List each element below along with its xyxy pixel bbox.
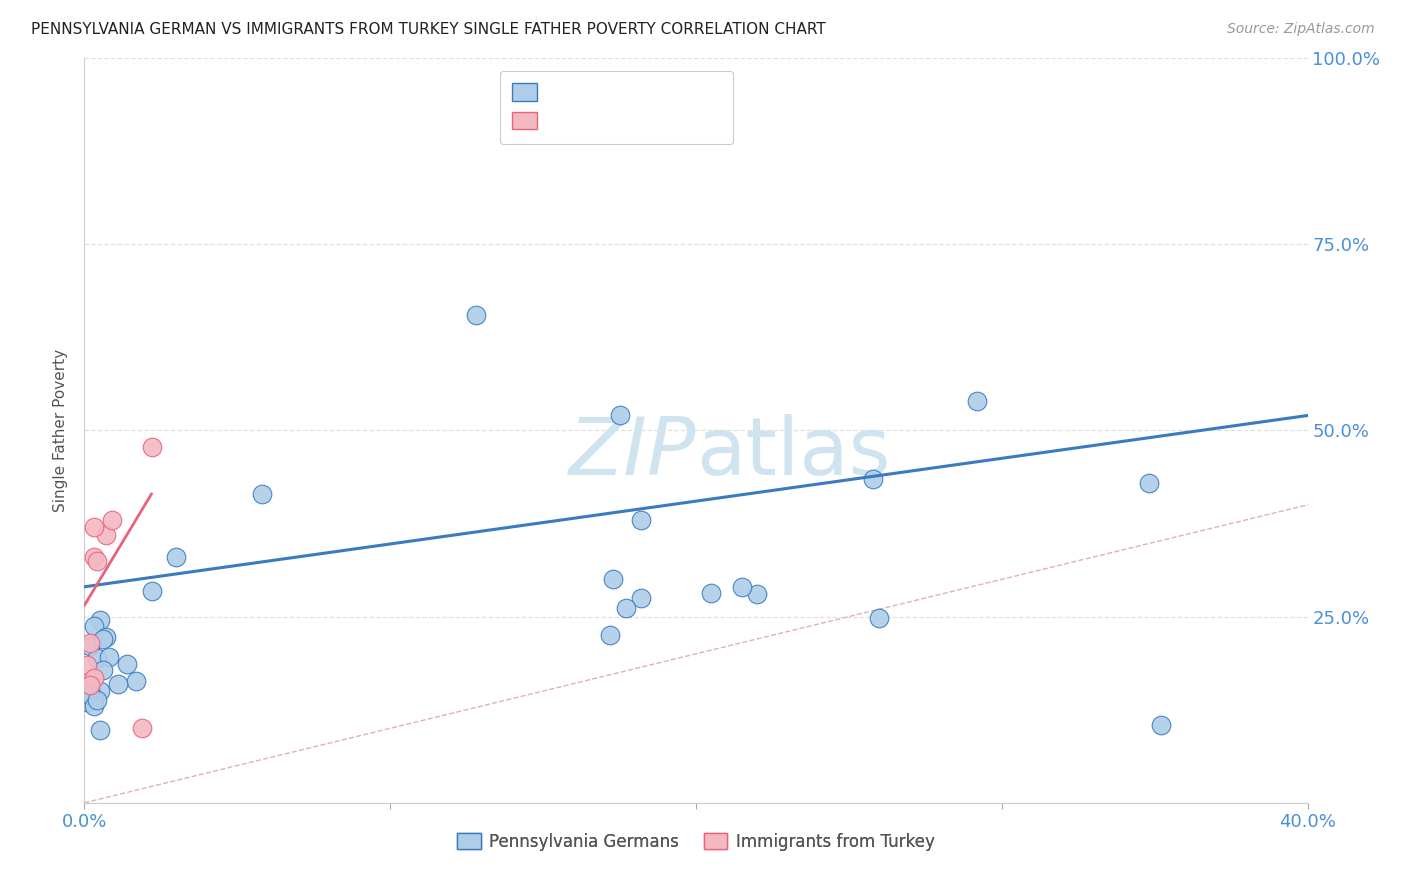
Point xyxy=(83,549,105,564)
Point xyxy=(79,688,101,702)
Point xyxy=(131,721,153,735)
Point xyxy=(94,631,117,645)
Point xyxy=(141,583,163,598)
Point xyxy=(966,393,988,408)
Point xyxy=(76,684,98,698)
Point xyxy=(630,513,652,527)
Point xyxy=(79,635,101,649)
Point xyxy=(94,527,117,541)
Point xyxy=(1150,717,1173,731)
Point xyxy=(91,663,114,677)
Point xyxy=(464,308,486,322)
Point xyxy=(609,409,631,423)
Point xyxy=(614,600,637,615)
Point xyxy=(83,698,105,713)
Point xyxy=(79,640,101,654)
Point xyxy=(83,671,105,685)
Point xyxy=(862,472,884,486)
Point xyxy=(630,591,652,605)
Point xyxy=(79,678,101,692)
Point xyxy=(86,693,108,707)
Text: R = 0.282   N = 11: R = 0.282 N = 11 xyxy=(515,112,685,130)
Point xyxy=(101,513,124,527)
Point xyxy=(91,632,114,646)
Point xyxy=(700,586,723,600)
Legend: Pennsylvania Germans, Immigrants from Turkey: Pennsylvania Germans, Immigrants from Tu… xyxy=(451,827,941,858)
Point xyxy=(86,650,108,665)
Point xyxy=(602,573,624,587)
Point xyxy=(869,611,891,625)
Point xyxy=(250,486,273,500)
Point xyxy=(86,554,108,568)
Point xyxy=(1137,475,1160,490)
Point xyxy=(89,723,111,737)
Point xyxy=(141,440,163,454)
Point xyxy=(107,676,129,690)
Text: R = 0.254   N = 31: R = 0.254 N = 31 xyxy=(515,82,686,100)
Point xyxy=(83,618,105,632)
Point xyxy=(115,657,138,671)
Point xyxy=(599,628,621,642)
Point xyxy=(747,587,769,601)
Text: Source: ZipAtlas.com: Source: ZipAtlas.com xyxy=(1227,22,1375,37)
Point xyxy=(89,613,111,627)
Point xyxy=(97,649,120,664)
Point xyxy=(79,684,101,698)
Text: PENNSYLVANIA GERMAN VS IMMIGRANTS FROM TURKEY SINGLE FATHER POVERTY CORRELATION : PENNSYLVANIA GERMAN VS IMMIGRANTS FROM T… xyxy=(31,22,825,37)
Point xyxy=(83,520,105,534)
Point xyxy=(89,684,111,698)
Point xyxy=(76,658,98,673)
Y-axis label: Single Father Poverty: Single Father Poverty xyxy=(53,349,69,512)
Point xyxy=(165,549,187,564)
Point xyxy=(731,580,754,594)
Text: atlas: atlas xyxy=(696,414,890,491)
Text: ZIP: ZIP xyxy=(568,414,696,491)
Point xyxy=(125,674,148,689)
Point xyxy=(83,691,105,706)
Point xyxy=(76,695,98,709)
